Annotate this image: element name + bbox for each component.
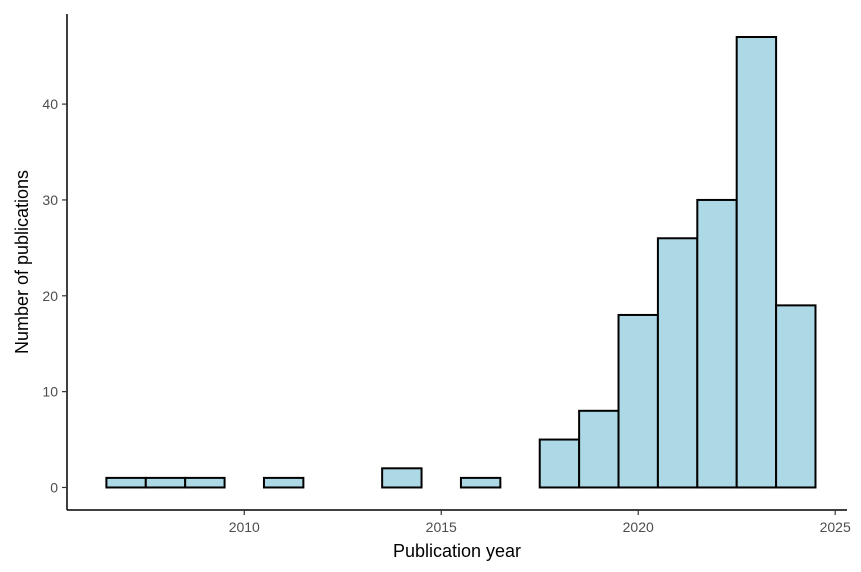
x-tick-label: 2010 bbox=[229, 519, 260, 535]
x-axis-title: Publication year bbox=[393, 541, 521, 561]
bar-2019 bbox=[578, 409, 620, 489]
y-tick-label: 20 bbox=[42, 288, 58, 304]
bar-2014 bbox=[381, 467, 423, 489]
x-tick-label: 2015 bbox=[426, 519, 457, 535]
bars-group bbox=[105, 36, 817, 489]
bar-2011 bbox=[262, 476, 305, 489]
x-ticks-group: 2010 2015 2020 2025 bbox=[229, 510, 851, 535]
y-tick-label: 0 bbox=[50, 479, 58, 495]
bar-2021 bbox=[656, 237, 699, 489]
y-tick-label: 40 bbox=[42, 96, 58, 112]
x-tick-label: 2020 bbox=[623, 519, 654, 535]
bar-2022 bbox=[696, 198, 738, 489]
bar-2023 bbox=[735, 36, 778, 489]
bar-2018 bbox=[538, 438, 581, 489]
y-tick-label: 10 bbox=[42, 384, 58, 400]
y-ticks-group: 0 10 20 30 40 bbox=[42, 96, 67, 495]
bar-2007 bbox=[105, 476, 147, 489]
y-axis-title: Number of publications bbox=[12, 170, 32, 354]
bar-2016 bbox=[459, 476, 502, 489]
y-tick-label: 30 bbox=[42, 192, 58, 208]
bar-2009 bbox=[184, 476, 226, 489]
bar-2024 bbox=[775, 304, 817, 489]
bar-2020 bbox=[617, 313, 659, 489]
bar-2008 bbox=[144, 476, 187, 489]
x-tick-label: 2025 bbox=[820, 519, 851, 535]
